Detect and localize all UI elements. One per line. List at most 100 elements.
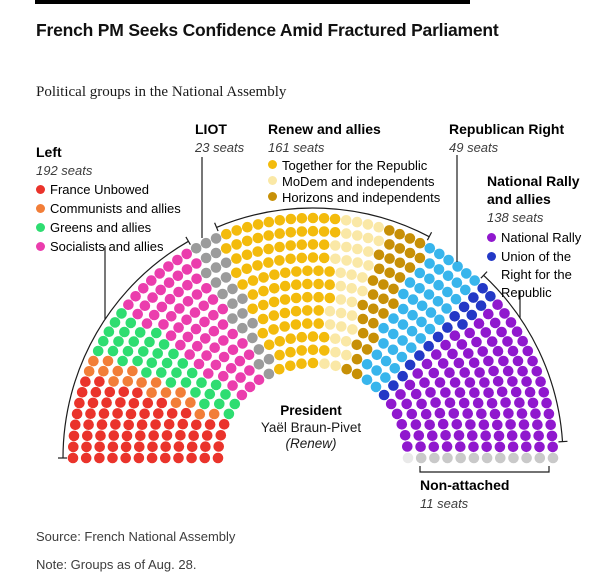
- seat-dot: [388, 313, 399, 324]
- seat-dot: [434, 314, 445, 326]
- seat-dot: [425, 387, 436, 398]
- seat-dot: [397, 370, 409, 382]
- seat-dot: [454, 387, 466, 398]
- callout-line: [62, 240, 189, 459]
- seat-dot: [296, 358, 307, 370]
- legend-item-label: Horizons and independents: [282, 190, 441, 205]
- seat-dot: [394, 272, 406, 283]
- seat-dot: [139, 408, 150, 420]
- seat-dot: [237, 293, 248, 305]
- seat-dot: [198, 300, 210, 312]
- seat-dot: [200, 252, 212, 264]
- seat-dot: [476, 408, 487, 420]
- legend-renew-title: Renew and allies: [268, 121, 381, 137]
- seat-dot: [450, 293, 462, 305]
- seat-dot: [367, 289, 379, 300]
- seat-dot: [546, 430, 558, 442]
- seat-dot: [442, 452, 453, 464]
- seat-dot: [506, 430, 518, 441]
- legend-left-title: Left: [36, 144, 62, 160]
- seat-dot: [164, 293, 176, 305]
- seat-dot: [212, 452, 224, 464]
- seat-dot: [190, 323, 202, 335]
- seat-dot: [185, 397, 196, 408]
- seat-dot: [489, 317, 501, 329]
- seat-dot: [468, 292, 479, 303]
- seat-dot: [434, 248, 445, 260]
- seat-dot: [241, 235, 253, 247]
- seat-dot: [402, 441, 413, 452]
- seat-dot: [433, 279, 444, 291]
- callout-line: [216, 207, 430, 238]
- seat-dot: [352, 243, 363, 255]
- seat-dot: [380, 372, 391, 383]
- seat-dot: [160, 441, 171, 453]
- seat-dot: [142, 397, 154, 409]
- seat-dot: [416, 300, 428, 312]
- seat-dot: [181, 248, 192, 260]
- seat-dot: [367, 275, 379, 286]
- seat-dot: [141, 367, 152, 378]
- seat-dot: [329, 213, 341, 225]
- seat-dot: [231, 267, 242, 279]
- seat-dot: [235, 372, 246, 383]
- seat-dot: [290, 292, 302, 304]
- seat-dot: [397, 303, 409, 315]
- seat-dot: [98, 335, 109, 347]
- seat-dot: [378, 308, 389, 319]
- seat-dot: [252, 246, 263, 257]
- seat-dot: [545, 419, 556, 431]
- seat-dot: [395, 389, 406, 400]
- seat-dot: [141, 318, 153, 329]
- seat-dot: [547, 441, 558, 453]
- seat-dot: [127, 365, 138, 377]
- seat-dot: [171, 367, 182, 379]
- seat-dot: [406, 342, 417, 354]
- seat-dot: [401, 398, 413, 410]
- seat-dot: [424, 273, 435, 285]
- seat-dot: [90, 386, 102, 398]
- seat-dot: [507, 376, 518, 387]
- seat-dot: [218, 419, 230, 430]
- seat-dot: [442, 322, 453, 333]
- seat-dot: [396, 351, 408, 363]
- seat-dot: [499, 308, 510, 319]
- legend-item-communists: Communists and allies: [36, 201, 206, 220]
- seat-dot: [196, 377, 207, 389]
- seat-dot: [341, 228, 352, 239]
- seat-dot: [468, 357, 480, 369]
- seat-dot: [263, 257, 274, 268]
- seat-dot: [351, 353, 363, 365]
- seat-dot: [200, 267, 212, 279]
- seat-dot: [357, 299, 369, 311]
- seat-dot: [387, 344, 399, 356]
- seat-dot: [433, 264, 445, 275]
- seat-dot: [318, 226, 330, 237]
- legend-item-label: Communists and allies: [50, 201, 181, 216]
- seat-dot: [480, 430, 492, 442]
- swatch-france-unbowed: [36, 185, 45, 194]
- seat-dot: [285, 360, 296, 372]
- seat-dot: [94, 441, 105, 453]
- seat-dot: [210, 233, 222, 244]
- seat-dot: [357, 313, 369, 325]
- seat-dot: [437, 418, 449, 430]
- seat-dot: [394, 257, 406, 269]
- seat-dot: [373, 249, 385, 261]
- legend-item-national-rally: National Rally: [487, 229, 592, 247]
- seat-dot: [428, 367, 440, 379]
- note-line: Note: Groups as of Aug. 28.: [36, 557, 197, 572]
- seat-dot: [107, 345, 119, 357]
- seat-dot: [318, 252, 330, 264]
- seat-dot: [486, 336, 498, 347]
- seat-dot: [412, 368, 424, 379]
- seat-dot: [263, 230, 275, 241]
- seat-dot: [182, 331, 194, 343]
- seat-dot: [346, 283, 358, 294]
- seat-dot: [291, 279, 302, 291]
- legend-item-horizons: Horizons and independents: [268, 190, 458, 206]
- seat-dot: [496, 326, 507, 338]
- seat-dot: [81, 441, 92, 453]
- seat-dot: [521, 452, 532, 464]
- seat-dot: [186, 367, 198, 379]
